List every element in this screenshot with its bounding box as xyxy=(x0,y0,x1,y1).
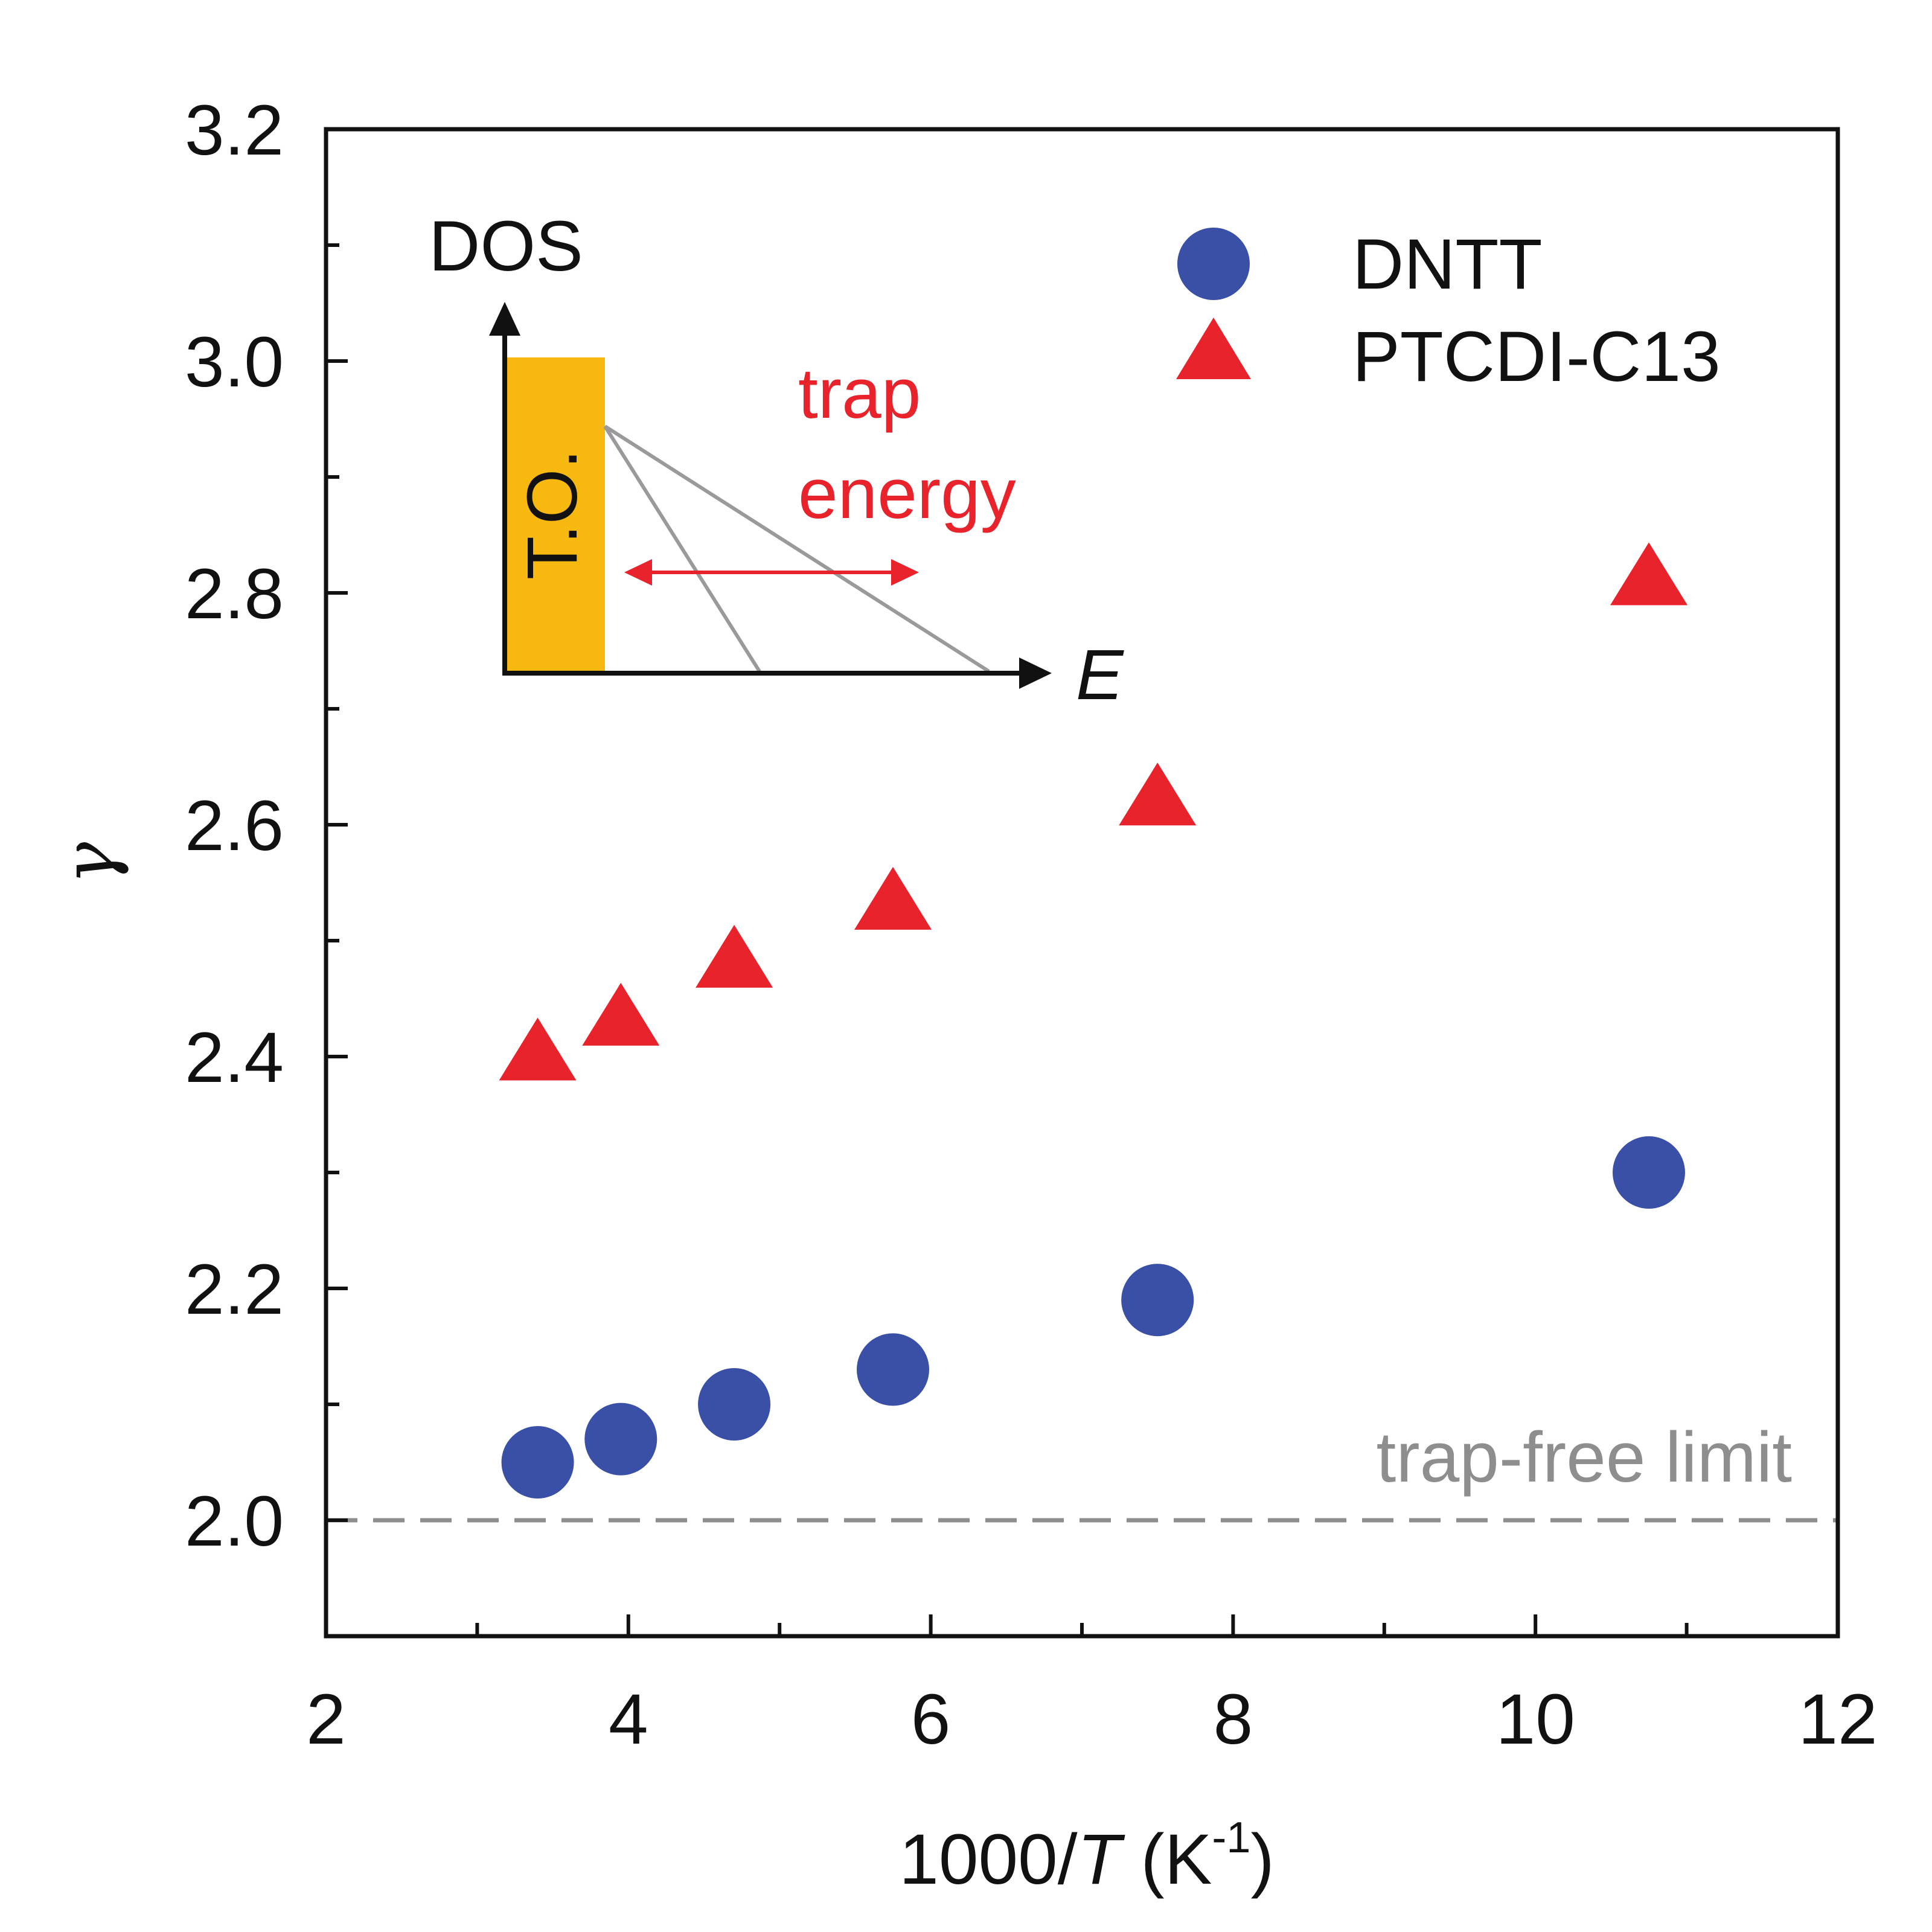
x-axis-label: 1000/T (K-1) xyxy=(899,1814,1275,1899)
data-point-ptcdi-c13 xyxy=(1610,542,1687,606)
x-axis-label-exponent: -1 xyxy=(1212,1814,1250,1862)
legend-marker-ptcdi-c13 xyxy=(1176,318,1251,379)
data-point-dntt xyxy=(857,1333,929,1406)
data-point-ptcdi-c13 xyxy=(696,924,773,988)
y-tick-label: 3.2 xyxy=(185,91,284,170)
legend: DNTT PTCDI-C13 xyxy=(1176,225,1721,397)
x-axis-label-prefix: 1000/ xyxy=(899,1820,1078,1899)
x-tick-label: 2 xyxy=(306,1680,346,1759)
x-tick-label: 8 xyxy=(1214,1680,1253,1759)
data-point-dntt xyxy=(1121,1264,1194,1337)
x-tick-label: 10 xyxy=(1496,1680,1575,1759)
data-point-ptcdi-c13 xyxy=(582,982,660,1046)
inset-trap-tail-steep xyxy=(603,425,761,673)
legend-label-dntt: DNTT xyxy=(1352,225,1543,304)
x-axis-label-variable: T xyxy=(1078,1820,1126,1899)
y-tick-label: 2.2 xyxy=(185,1250,284,1329)
reference-line-layer: trap-free limit xyxy=(326,1418,1838,1523)
y-axis-label: γ xyxy=(47,842,130,884)
inset-dos-schematic: T.O. DOS E trap energy xyxy=(429,206,1124,715)
legend-marker-dntt xyxy=(1177,228,1250,300)
data-point-ptcdi-c13 xyxy=(499,1017,577,1081)
inset-x-axis-label: E xyxy=(1076,635,1124,715)
inset-trap-energy-arrowhead-left xyxy=(624,559,652,586)
y-tick-label: 2.8 xyxy=(185,554,284,634)
x-axis-label-unit: (K xyxy=(1121,1820,1212,1899)
data-point-dntt xyxy=(698,1368,771,1441)
y-tick-label: 2.6 xyxy=(185,786,284,866)
inset-x-axis-arrowhead xyxy=(1019,657,1052,689)
inset-trap-tail-shallow xyxy=(604,424,990,673)
points-layer xyxy=(499,542,1687,1499)
inset-y-axis-arrowhead xyxy=(489,302,520,336)
x-tick-label: 12 xyxy=(1798,1680,1877,1759)
data-point-ptcdi-c13 xyxy=(1119,763,1197,826)
x-tick-label: 4 xyxy=(609,1680,648,1759)
y-tick-label: 2.4 xyxy=(185,1018,284,1098)
data-point-dntt xyxy=(1613,1136,1685,1209)
data-point-dntt xyxy=(501,1426,574,1499)
data-point-dntt xyxy=(584,1403,657,1476)
trap-free-limit-label: trap-free limit xyxy=(1377,1418,1792,1497)
inset-trap-label: trap xyxy=(798,354,921,433)
data-point-ptcdi-c13 xyxy=(854,866,932,930)
ticks-layer: 2 4 6 8 10 12 2.0 2.2 2.4 2.6 2.8 3.0 3.2 xyxy=(185,91,1878,1759)
x-tick-label: 6 xyxy=(911,1680,951,1759)
inset-transport-label: T.O. xyxy=(513,449,592,580)
x-axis-label-close: ) xyxy=(1250,1820,1274,1899)
inset-energy-label: energy xyxy=(798,454,1016,534)
y-tick-label: 2.0 xyxy=(185,1482,284,1561)
y-tick-label: 3.0 xyxy=(185,322,284,402)
legend-label-ptcdi-c13: PTCDI-C13 xyxy=(1352,317,1721,397)
inset-transport-box xyxy=(505,357,605,671)
inset-trap-energy-arrowhead-right xyxy=(891,559,919,586)
inset-y-axis-label: DOS xyxy=(429,206,583,286)
